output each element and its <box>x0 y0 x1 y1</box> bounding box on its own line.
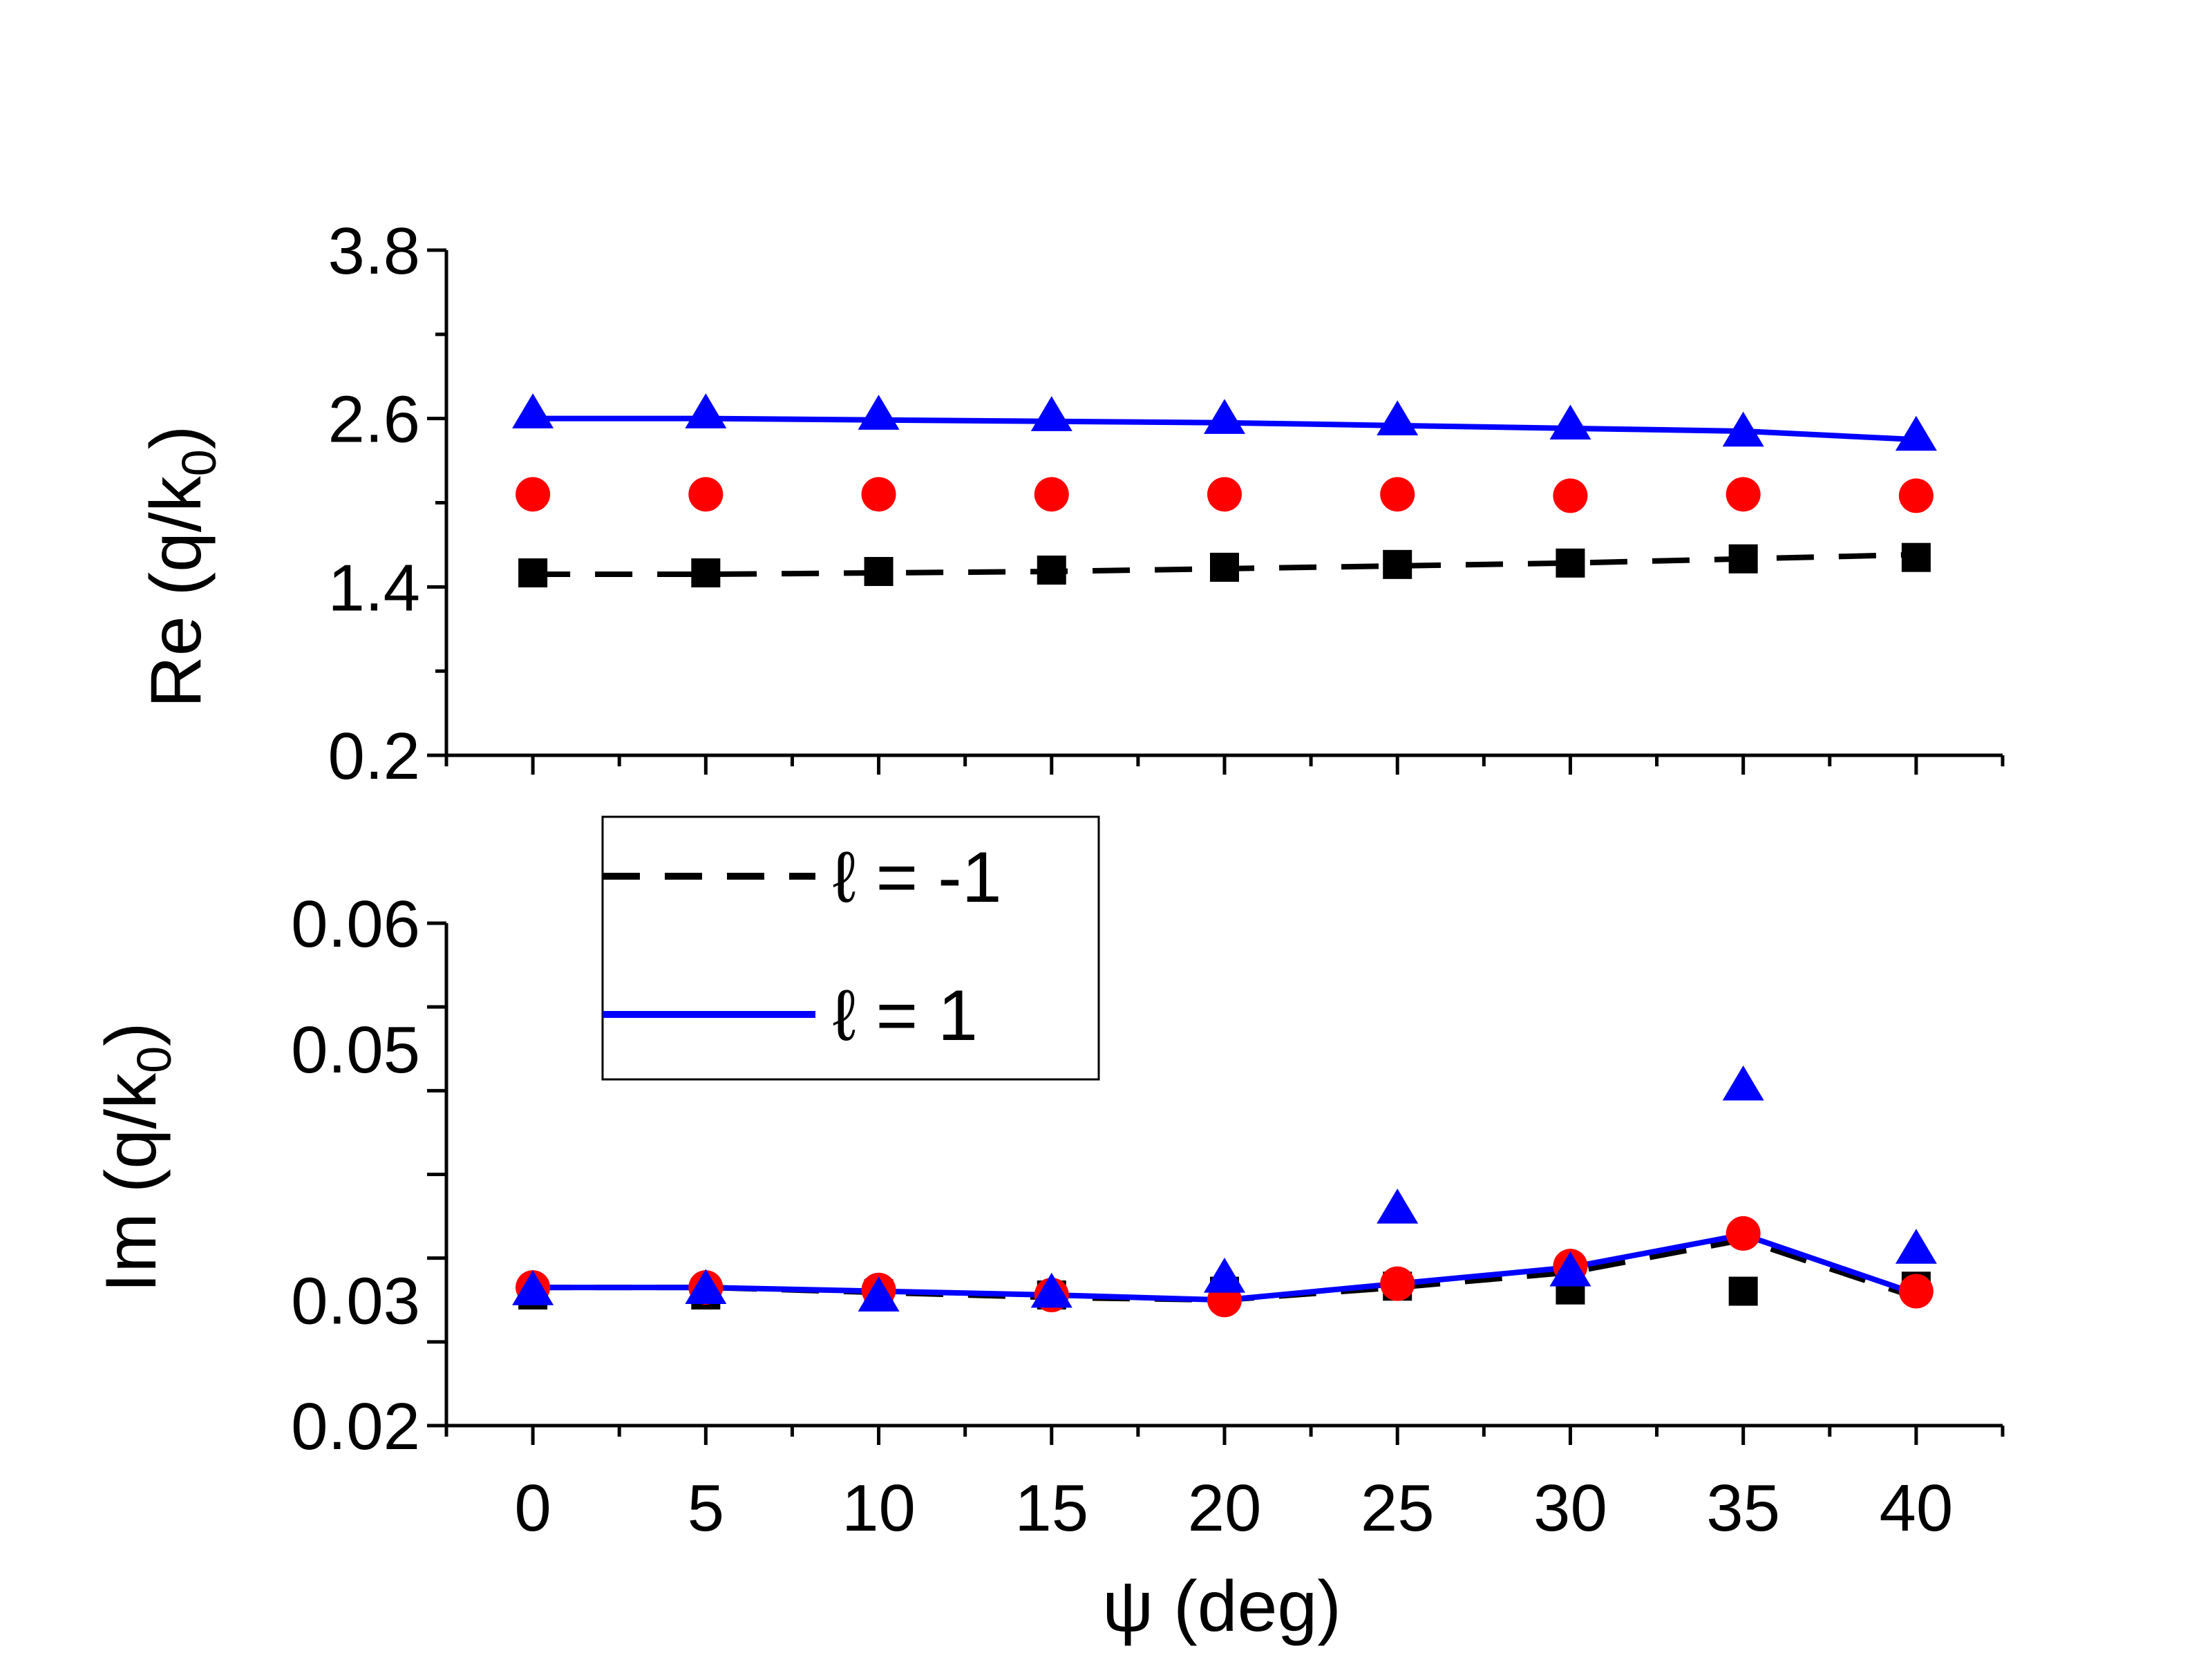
bottom-circle-marker <box>1898 1274 1934 1309</box>
bottom-y-tick-label: 0.03 <box>291 1264 420 1338</box>
top-y-tick-label: 0.2 <box>328 719 420 793</box>
top-circle-marker <box>1380 477 1415 512</box>
top-square-marker <box>1901 542 1931 572</box>
top-square-marker <box>1037 555 1066 585</box>
x-tick-label: 30 <box>1533 1471 1607 1545</box>
top-triangle-marker <box>1549 404 1591 440</box>
bottom-panel: 0.06 0.05 0.03 0.02 Im (q/k0) <box>91 887 2005 1464</box>
top-panel: 3.8 2.6 1.4 0.2 Re (q/k0) <box>136 214 2005 793</box>
bottom-circle-marker <box>1380 1266 1415 1301</box>
bottom-triangle-marker <box>1377 1189 1419 1224</box>
x-tick-label: 0 <box>514 1471 551 1545</box>
top-triangle-marker <box>1377 400 1419 435</box>
bottom-triangle-marker <box>1030 1272 1072 1308</box>
top-axes: 3.8 2.6 1.4 0.2 <box>328 214 2005 793</box>
top-circle-marker <box>1553 478 1588 513</box>
top-triangle-marker <box>1204 399 1245 434</box>
top-square-marker <box>691 558 721 588</box>
top-square-marker <box>1728 544 1758 574</box>
bottom-y-tick-label: 0.02 <box>291 1390 420 1464</box>
x-tick-labels: 0 5 10 15 20 25 30 35 40 <box>514 1471 1953 1545</box>
top-triangle-marker <box>685 393 727 428</box>
legend-label-l-minus-1: ℓ = -1 <box>833 838 1002 918</box>
legend-label-l-1: ℓ = 1 <box>833 976 978 1056</box>
x-tick-label: 15 <box>1014 1471 1088 1545</box>
bottom-triangle-marker <box>858 1276 900 1312</box>
top-square-marker <box>1556 548 1585 578</box>
top-circle-marker <box>1207 477 1242 512</box>
top-square-marker <box>864 556 894 586</box>
bottom-triangle-marker <box>512 1270 554 1305</box>
x-tick-label: 35 <box>1706 1471 1780 1545</box>
top-y-axis-title: Re (q/k0) <box>136 426 226 708</box>
top-square-marker <box>1383 549 1412 579</box>
bottom-axes: 0.06 0.05 0.03 0.02 <box>291 887 2005 1464</box>
top-circle-marker <box>861 477 896 512</box>
bottom-circle-marker <box>1726 1216 1761 1251</box>
top-triangle-marker <box>858 395 900 430</box>
bottom-triangle-marker <box>1549 1251 1591 1287</box>
top-markers <box>512 393 1937 588</box>
x-tick-label: 40 <box>1879 1471 1953 1545</box>
top-y-tick-label: 3.8 <box>328 214 420 288</box>
top-circle-marker <box>516 477 551 512</box>
legend: ℓ = -1 ℓ = 1 <box>601 815 1100 1081</box>
bottom-triangle-marker <box>1722 1065 1764 1101</box>
top-y-tick-label: 2.6 <box>328 383 420 457</box>
bottom-triangle-marker <box>685 1269 727 1304</box>
x-tick-label: 25 <box>1361 1471 1435 1545</box>
top-triangle-marker <box>1895 415 1937 451</box>
top-triangle-marker <box>1030 396 1072 431</box>
bottom-markers <box>512 1065 1937 1318</box>
bottom-y-tick-label: 0.06 <box>291 887 420 961</box>
bottom-y-tick-label: 0.05 <box>291 1013 420 1087</box>
top-circle-marker <box>688 477 724 512</box>
top-y-tick-label: 1.4 <box>328 551 420 625</box>
top-square-marker <box>518 558 548 588</box>
top-triangle-marker <box>1722 411 1764 447</box>
top-circle-marker <box>1726 477 1761 512</box>
x-tick-label: 20 <box>1188 1471 1262 1545</box>
bottom-triangle-marker <box>1895 1229 1937 1264</box>
legend-box <box>601 815 1100 1081</box>
top-triangle-marker <box>512 393 554 428</box>
bottom-y-axis-title: Im (q/k0) <box>91 1022 181 1292</box>
top-circle-marker <box>1898 478 1934 513</box>
bottom-square-marker <box>1728 1276 1758 1306</box>
x-axis-title: ψ (deg) <box>1102 1567 1341 1647</box>
top-square-marker <box>1210 552 1239 582</box>
top-circle-marker <box>1034 477 1069 512</box>
x-tick-label: 10 <box>842 1471 916 1545</box>
bottom-triangle-marker <box>1204 1257 1245 1293</box>
x-tick-label: 5 <box>688 1471 724 1545</box>
